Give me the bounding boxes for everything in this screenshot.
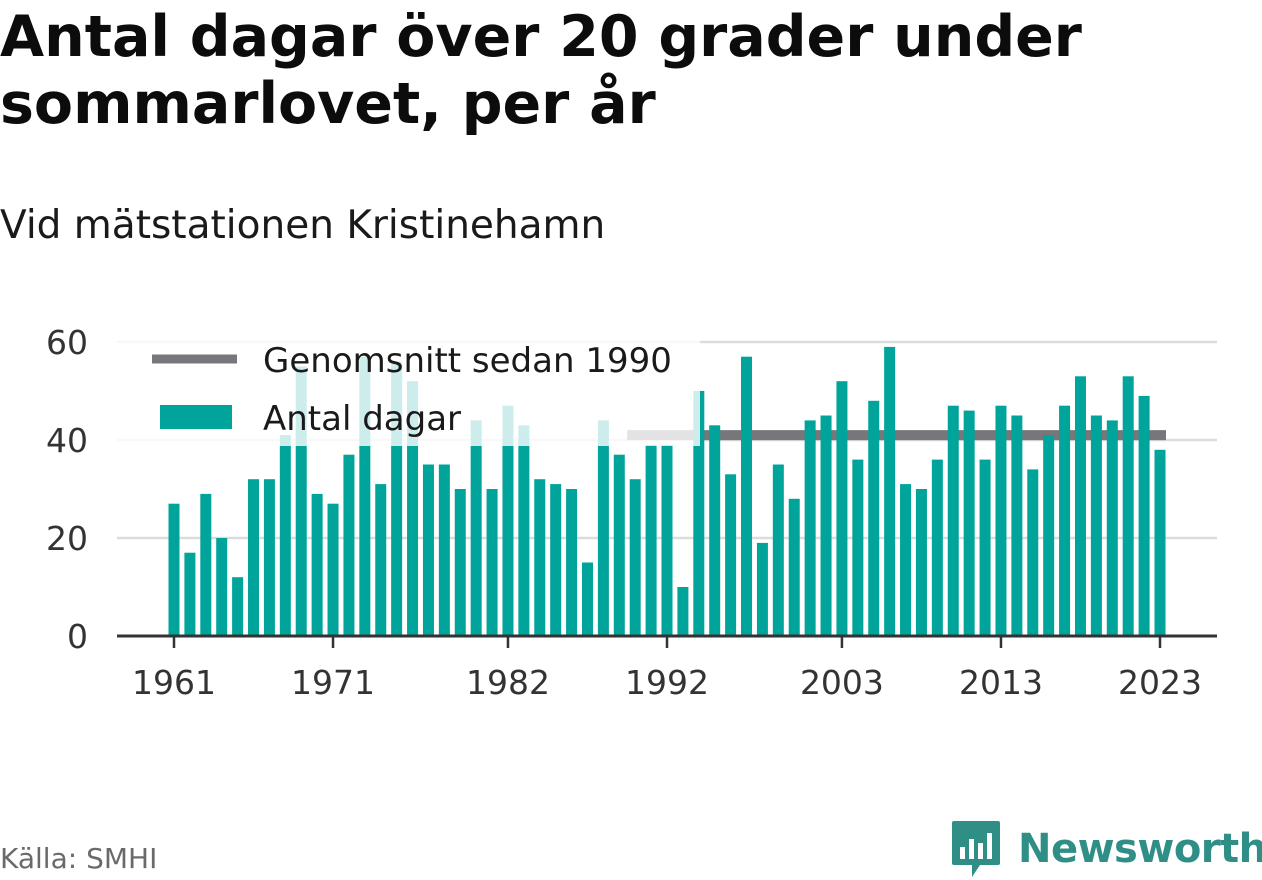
bar-1984 [534, 479, 546, 636]
x-tick-label: 1961 [132, 663, 216, 702]
bar-1982 [502, 405, 514, 636]
bar-1989 [613, 454, 625, 636]
bar-2022 [1138, 395, 1150, 636]
bar-2000 [788, 498, 800, 636]
chart-title: Antal dagar över 20 grader under sommarl… [0, 4, 1082, 137]
bar-2017 [1059, 405, 1071, 636]
bar-1976 [407, 381, 419, 636]
x-tick-label: 1982 [466, 663, 550, 702]
bar-1993 [677, 587, 689, 636]
bar-1985 [550, 484, 562, 636]
x-axis-ticks: 1961 1971 1982 1992 2003 2013 2023 [132, 636, 1202, 702]
bar-2014 [1011, 415, 1023, 636]
bar-1962 [184, 552, 196, 636]
bar-1995 [709, 425, 721, 636]
bar-2009 [931, 459, 943, 636]
bar-2006 [884, 346, 896, 636]
x-tick-label: 1992 [625, 663, 709, 702]
newsworthy-logo-icon [952, 821, 1000, 877]
bar-1969 [295, 366, 307, 636]
bar-2010 [947, 405, 959, 636]
bar-1981 [486, 489, 498, 636]
y-tick-label: 20 [46, 519, 88, 558]
x-tick-label: 1971 [291, 663, 375, 702]
bar-1965 [232, 577, 244, 636]
y-tick-label: 40 [46, 421, 88, 460]
bar-1980 [470, 420, 482, 636]
bar-1990 [629, 479, 641, 636]
bar-1996 [725, 474, 737, 636]
x-tick-label: 2003 [800, 663, 884, 702]
bar-1971 [327, 503, 339, 636]
bar-2013 [995, 405, 1007, 636]
bars [168, 346, 1166, 636]
bar-2007 [900, 484, 912, 636]
bar-2005 [868, 400, 880, 636]
legend-average-label: Genomsnitt sedan 1990 [263, 341, 672, 381]
bar-1972 [343, 454, 355, 636]
bar-1964 [216, 538, 228, 636]
bar-1997 [741, 356, 753, 636]
bar-1977 [422, 464, 434, 636]
bar-1974 [375, 484, 387, 636]
bar-1967 [263, 479, 275, 636]
bar-2008 [915, 489, 927, 636]
bar-2003 [836, 381, 848, 636]
bar-1979 [454, 489, 466, 636]
chart-subtitle: Vid mätstationen Kristinehamn [0, 203, 606, 248]
bar-1986 [566, 489, 578, 636]
bar-2021 [1122, 376, 1134, 636]
y-tick-label: 0 [67, 617, 88, 656]
bar-2001 [804, 420, 816, 636]
legend-bar-label: Antal dagar [263, 399, 461, 439]
bar-1961 [168, 503, 180, 636]
bar-2002 [820, 415, 832, 636]
bar-2016 [1043, 435, 1055, 636]
bar-1998 [756, 542, 768, 636]
x-tick-label: 2023 [1118, 663, 1202, 702]
bar-1987 [581, 562, 593, 636]
bar-2004 [852, 459, 864, 636]
bar-2023 [1154, 449, 1166, 636]
legend: Genomsnitt sedan 1990 Antal dagar [112, 328, 700, 446]
bar-2019 [1090, 415, 1102, 636]
bar-1973 [359, 356, 371, 636]
bar-1975 [391, 361, 403, 636]
bar-1991 [645, 444, 657, 636]
bar-1963 [200, 493, 212, 636]
bar-1994 [693, 391, 705, 636]
bar-2020 [1106, 420, 1118, 636]
bar-2018 [1074, 376, 1086, 636]
legend-bar-swatch [160, 405, 232, 429]
x-tick-label: 2013 [959, 663, 1043, 702]
bar-1988 [597, 420, 609, 636]
bar-2012 [979, 459, 991, 636]
brand: Newsworthy [950, 818, 1262, 880]
bar-1992 [661, 444, 673, 636]
bar-1970 [311, 493, 323, 636]
bar-chart: 0 20 40 60 1961 1971 1982 1992 2003 2013 2023 Gen… [46, 323, 1217, 702]
bar-1968 [279, 435, 291, 636]
brand-name: Newsworthy [1018, 826, 1262, 872]
bar-1966 [248, 479, 260, 636]
bar-1983 [518, 425, 530, 636]
y-axis-ticks: 0 20 40 60 [46, 323, 88, 656]
bar-2015 [1027, 469, 1039, 636]
source-note: Källa: SMHI [0, 842, 158, 875]
y-tick-label: 60 [46, 323, 88, 362]
bar-1999 [772, 464, 784, 636]
bar-1978 [438, 464, 450, 636]
bar-2011 [963, 410, 975, 636]
